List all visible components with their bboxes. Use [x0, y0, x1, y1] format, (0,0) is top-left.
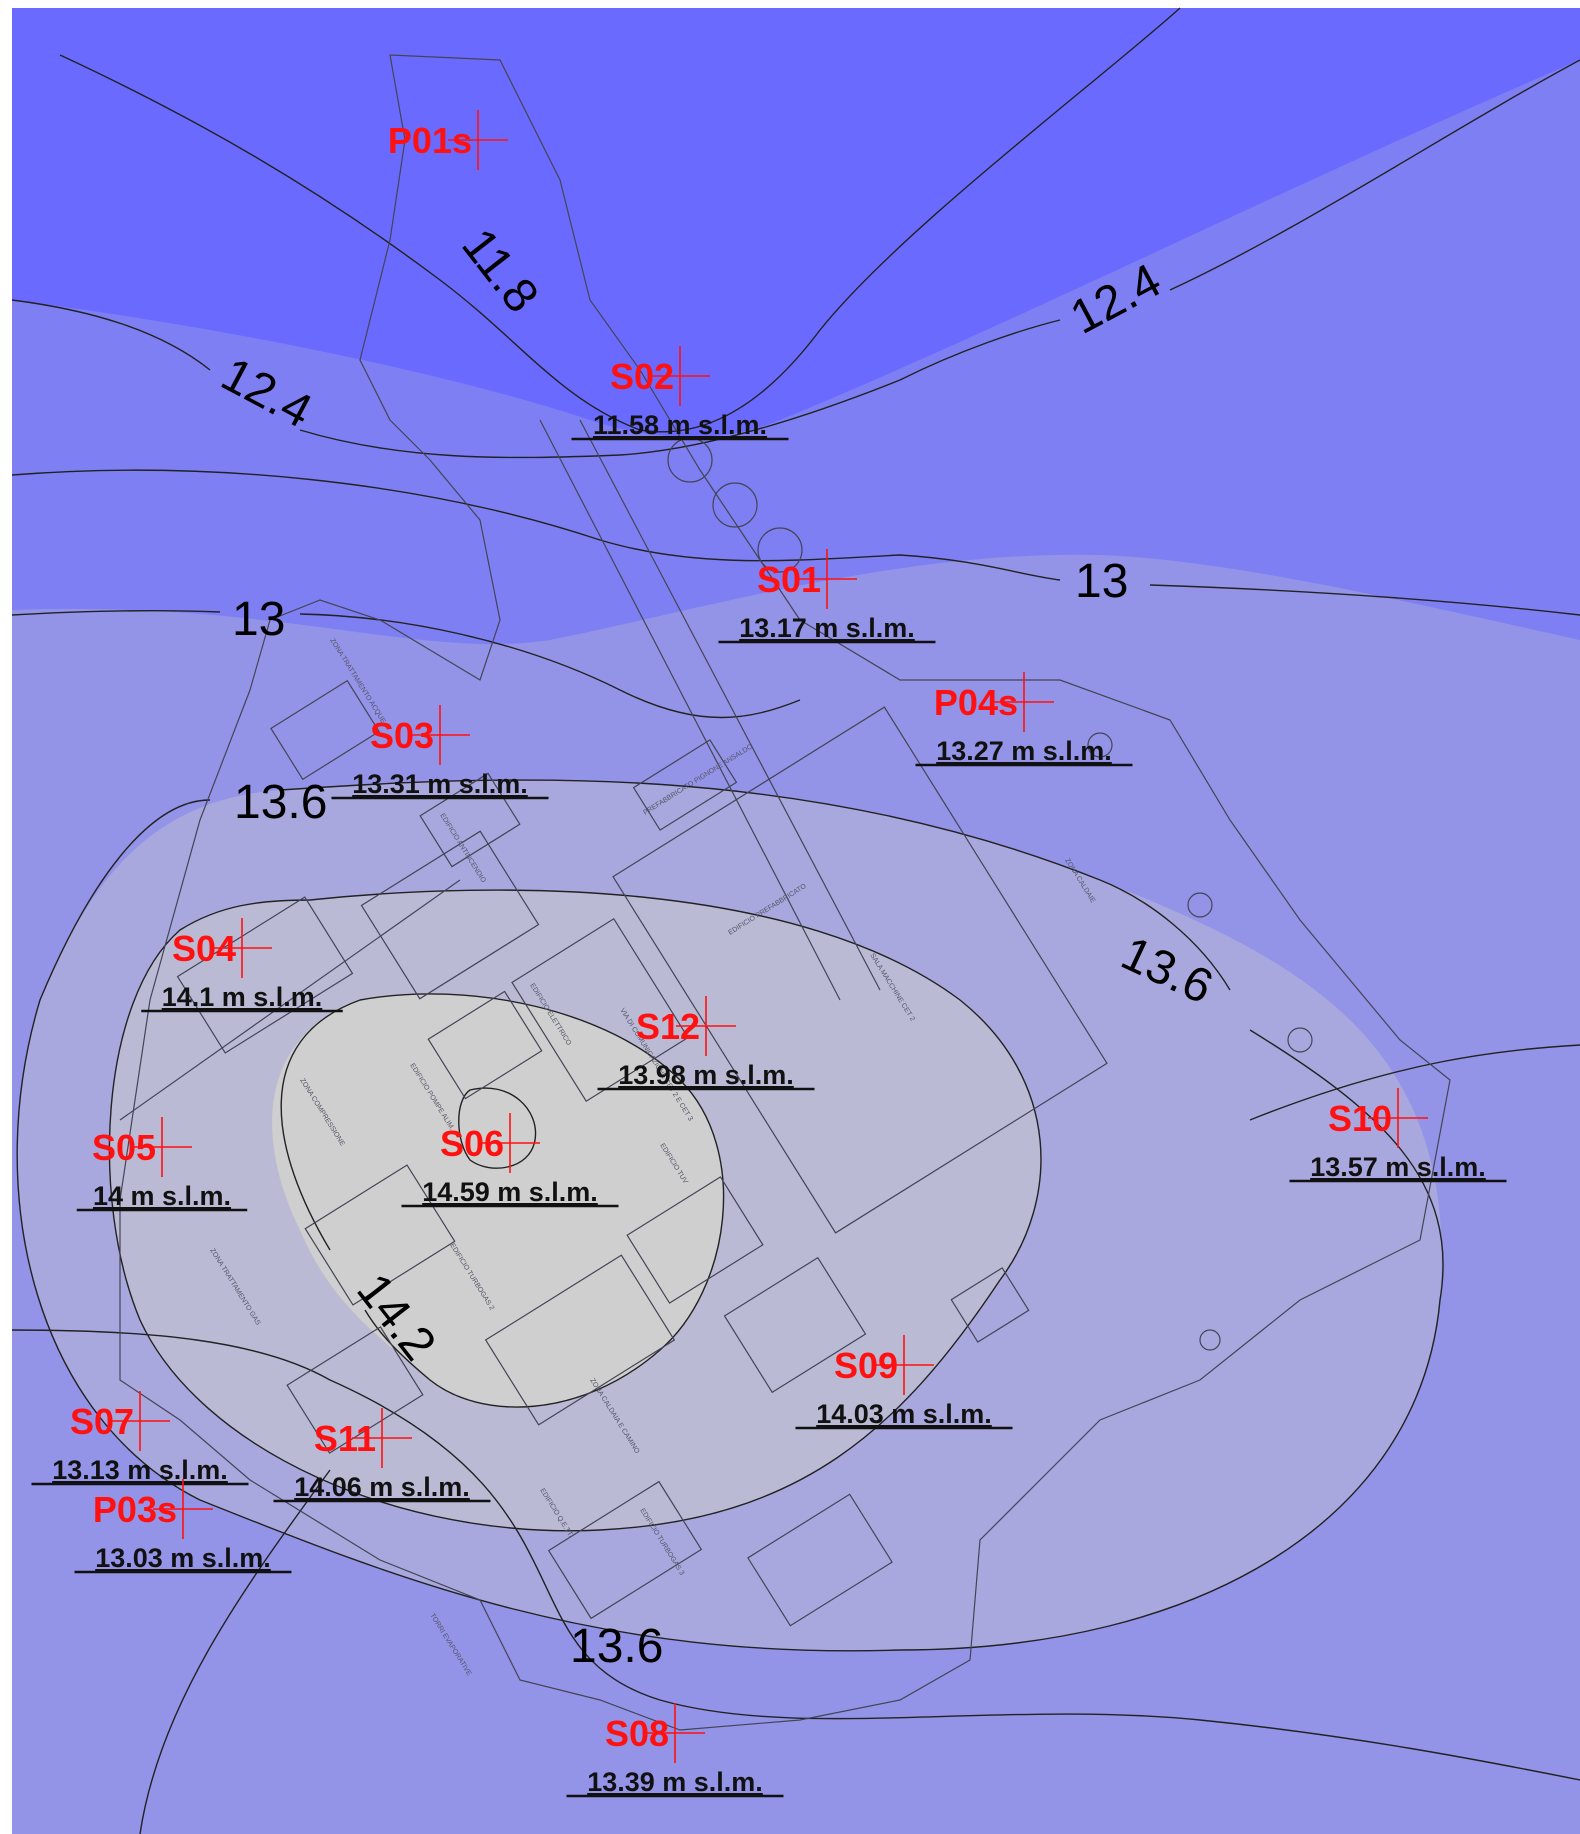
building-9 — [747, 1493, 893, 1627]
road-3 — [119, 879, 461, 1121]
road-2 — [579, 419, 881, 991]
well-level: 14.1 m s.l.m. — [162, 982, 323, 1012]
contour-label-13-6-left: 13.6 — [234, 776, 327, 829]
building-sala-macchine — [612, 706, 1108, 1234]
contour-line-12-4-left — [11, 299, 621, 459]
contour-line-right — [1249, 1044, 1580, 1121]
well-level: 11.58 m s.l.m. — [593, 410, 767, 440]
well-level: 13.27 m s.l.m. — [936, 736, 1112, 766]
well-name: S10 — [1328, 1098, 1392, 1139]
well-s06: S06 14.59 m s.l.m. — [401, 1113, 619, 1208]
contour-line-13-6-inner — [108, 889, 1042, 1532]
well-level: 13.13 m s.l.m. — [52, 1455, 228, 1485]
well-s05: S05 14 m s.l.m. — [76, 1117, 248, 1212]
building-14 — [270, 679, 380, 781]
building-3 — [427, 990, 543, 1100]
well-s12: S12 13.98 m s.l.m. — [597, 996, 815, 1091]
well-name: S12 — [636, 1006, 700, 1047]
well-s07: S07 13.13 m s.l.m. — [31, 1391, 249, 1486]
well-level: 13.03 m s.l.m. — [95, 1543, 271, 1573]
well-name: S07 — [70, 1401, 134, 1442]
building-7 — [723, 1256, 867, 1394]
contour-line-12-4-right — [619, 59, 1580, 456]
contour-line-14-5 — [458, 1087, 537, 1169]
tank-7 — [1199, 1329, 1221, 1351]
tank-3 — [757, 527, 803, 573]
well-s09: S09 14.03 m s.l.m. — [795, 1335, 1013, 1430]
well-name: S04 — [172, 928, 236, 969]
contour-line-lower-left — [139, 1469, 331, 1834]
well-s01: S01 13.17 m s.l.m. — [718, 549, 936, 644]
well-s10: S10 13.57 m s.l.m. — [1289, 1088, 1507, 1183]
building-8 — [626, 1176, 764, 1304]
well-name: S05 — [92, 1127, 156, 1168]
well-name: P04s — [934, 682, 1018, 723]
well-p04s: P04s 13.27 m s.l.m. — [915, 672, 1133, 767]
well-level: 13.98 m s.l.m. — [618, 1060, 794, 1090]
zone-11-8 — [375, 8, 1180, 414]
well-name: S06 — [440, 1123, 504, 1164]
well-level: 13.57 m s.l.m. — [1310, 1152, 1486, 1182]
well-level: 13.31 m s.l.m. — [352, 769, 528, 799]
zone-14-2 — [272, 993, 724, 1408]
well-name: S09 — [834, 1345, 898, 1386]
tank-6 — [1287, 1027, 1313, 1053]
well-p03s: P03s 13.03 m s.l.m. — [74, 1479, 292, 1574]
building-12 — [632, 739, 738, 831]
tank-5 — [1187, 892, 1213, 918]
tank-4 — [1087, 732, 1113, 758]
building-10 — [286, 1326, 424, 1454]
well-level: 13.39 m s.l.m. — [587, 1767, 763, 1797]
well-name: S03 — [370, 715, 434, 756]
well-level: 14 m s.l.m. — [93, 1181, 231, 1211]
well-name: S02 — [610, 356, 674, 397]
well-level: 14.06 m s.l.m. — [294, 1472, 470, 1502]
well-s11: S11 14.06 m s.l.m. — [273, 1408, 491, 1503]
tank-2 — [712, 482, 758, 528]
well-name: P03s — [93, 1489, 177, 1530]
contour-line-13-6 — [16, 779, 1444, 1652]
site-boundary — [119, 54, 1451, 1731]
plant-outline — [119, 54, 1451, 1731]
contour-lines — [11, 7, 1580, 1834]
well-name: S01 — [757, 559, 821, 600]
well-level: 14.59 m s.l.m. — [422, 1177, 598, 1207]
building-1 — [176, 896, 354, 1054]
well-name: S08 — [605, 1713, 669, 1754]
well-level: 14.03 m s.l.m. — [816, 1399, 992, 1429]
well-s03: S03 13.31 m s.l.m. — [331, 705, 549, 800]
contour-line-13-left — [11, 610, 801, 719]
building-5 — [304, 1164, 456, 1306]
well-s08: S08 13.39 m s.l.m. — [566, 1703, 784, 1798]
contour-line-bottom — [11, 1329, 1580, 1781]
contour-label-13-left: 13 — [232, 593, 285, 646]
well-s02: S02 11.58 m s.l.m. — [571, 346, 789, 441]
road-1 — [539, 419, 841, 1001]
building-6 — [484, 1254, 676, 1426]
building-15 — [950, 1267, 1030, 1343]
well-p01s: P01s — [388, 110, 508, 170]
contour-line-11-8 — [59, 7, 1181, 433]
well-name: P01s — [388, 120, 472, 161]
well-level: 13.17 m s.l.m. — [739, 613, 915, 643]
building-2 — [360, 830, 540, 1000]
well-name: S11 — [314, 1418, 376, 1459]
contour-label-13-6-bottom: 13.6 — [570, 1620, 663, 1673]
contour-line-14-2 — [280, 993, 725, 1408]
building-4 — [511, 918, 689, 1102]
well-s04: S04 14.1 m s.l.m. — [141, 918, 343, 1013]
contour-label-13-right: 13 — [1075, 555, 1128, 608]
building-11 — [547, 1480, 703, 1620]
